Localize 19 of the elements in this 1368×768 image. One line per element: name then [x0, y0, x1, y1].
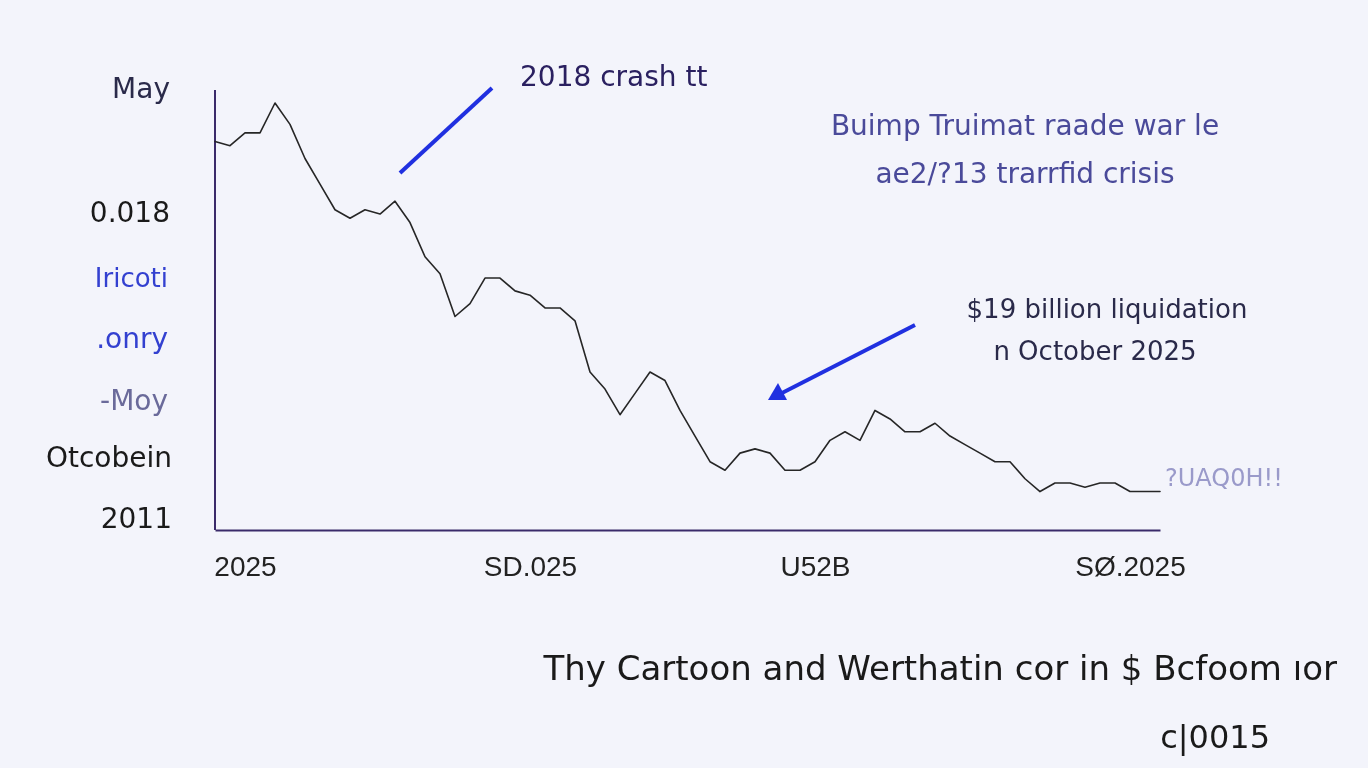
text: .onry	[96, 322, 168, 355]
annotation: n October 2025	[993, 336, 1197, 366]
x-tick-label: SØ.2025	[1075, 550, 1186, 582]
text: -Moy	[100, 384, 168, 417]
text: Iricoti	[94, 263, 168, 293]
annotation: ae2/?13 trarrfid crisis	[875, 157, 1175, 190]
text: 2011	[100, 502, 172, 535]
x-tick-label: SD.025	[483, 550, 578, 582]
annotation: $19 billion liquidation	[966, 294, 1248, 324]
text: 2018 crash tt	[520, 60, 708, 93]
text: Thy Cartoon and Werthatin cor in $ Bcfoom ıor	[542, 648, 1338, 688]
text: Otcobein	[45, 441, 172, 474]
annotation: Buimp Truimat raade war le	[830, 109, 1220, 142]
x-tick-label: U52B	[780, 550, 851, 582]
text: c|0015	[1160, 718, 1270, 756]
text: May	[112, 72, 170, 105]
x-tick-label: 2025	[214, 550, 277, 582]
text: ?UAQ0H!!	[1165, 464, 1283, 492]
text: 0.018	[89, 196, 170, 229]
